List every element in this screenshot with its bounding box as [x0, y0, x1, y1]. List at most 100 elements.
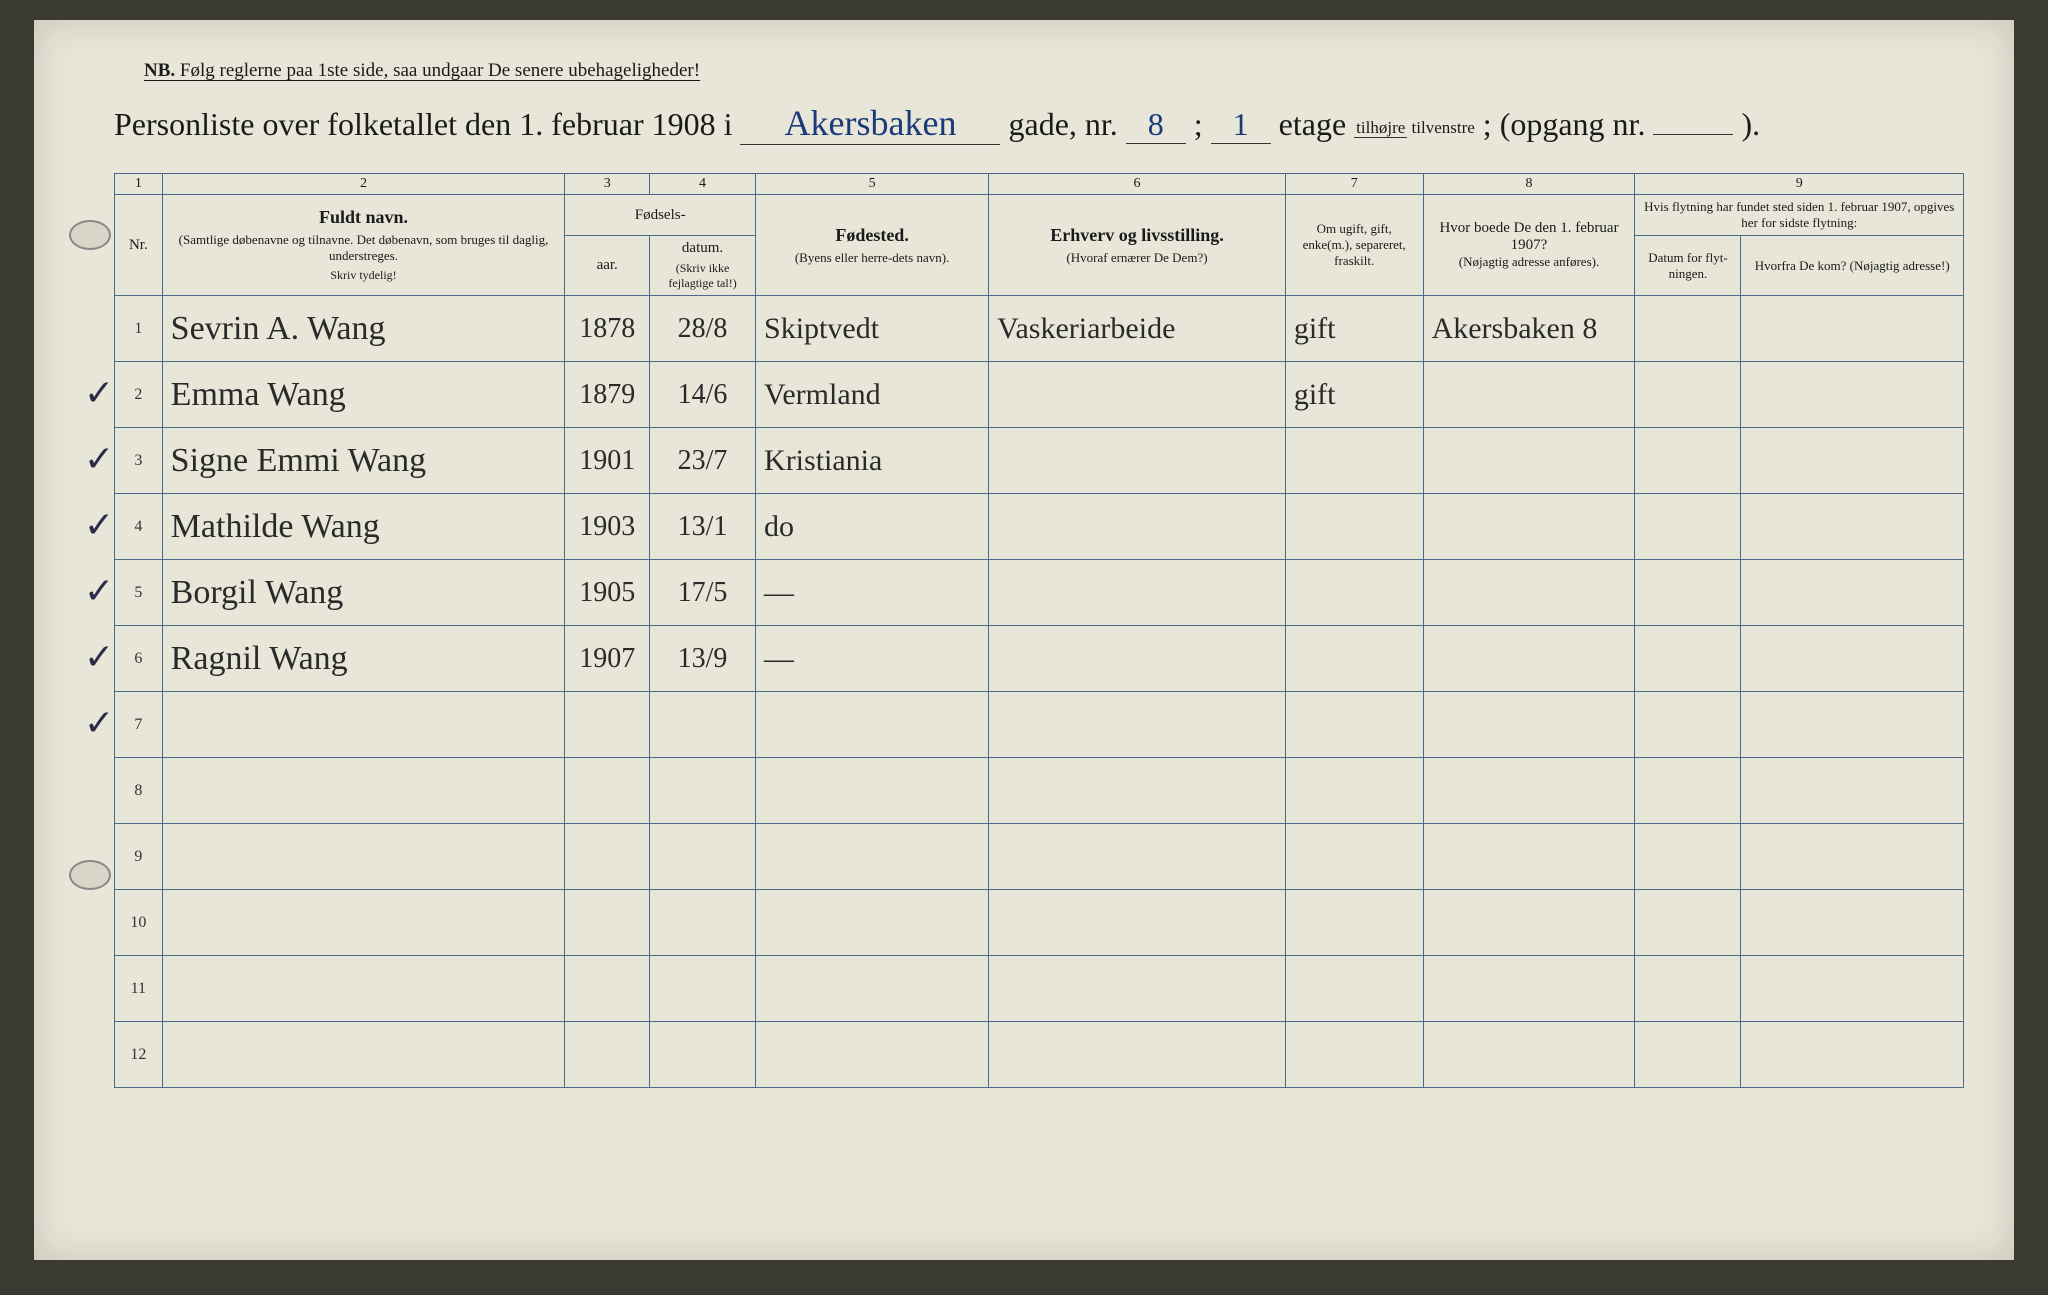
nb-prefix: NB.: [144, 60, 175, 81]
cell-occupation: [989, 560, 1286, 626]
cell-nr: 8: [115, 758, 163, 824]
cell-year: 1905: [565, 560, 650, 626]
col-boede-main: Hvor boede De den 1. februar 1907?: [1430, 220, 1629, 254]
cell-occupation: [989, 494, 1286, 560]
cell-prev-address: [1423, 560, 1635, 626]
col-erhverv-sub: (Hvoraf ernærer De Dem?): [995, 250, 1279, 266]
col-fodsels-tiny: (Skriv ikke fejlagtige tal!): [656, 261, 749, 291]
cell-flyt-date: [1635, 626, 1741, 692]
nb-instruction: NB. Følg reglerne paa 1ste side, saa und…: [144, 60, 1964, 82]
cell-year: [565, 758, 650, 824]
cell-flyt-date: [1635, 428, 1741, 494]
cell-date: [650, 758, 756, 824]
cell-flyt-date: [1635, 494, 1741, 560]
cell-date: 28/8: [650, 296, 756, 362]
col-flyt-top-text: Hvis flytning har fundet sted siden 1. f…: [1641, 199, 1957, 231]
cell-name: Signe Emmi Wang: [162, 428, 565, 494]
cell-place: Vermland: [756, 362, 989, 428]
col-flyt-datum: Datum for flyt-ningen.: [1635, 236, 1741, 296]
cell-flyt-from: [1741, 1022, 1964, 1088]
cell-nr: 11: [115, 956, 163, 1022]
cell-date: 13/1: [650, 494, 756, 560]
cell-nr: 12: [115, 1022, 163, 1088]
cell-date: 14/6: [650, 362, 756, 428]
cell-flyt-from: [1741, 362, 1964, 428]
table-row: 5Borgil Wang190517/5—: [115, 560, 1964, 626]
table-body: 1Sevrin A. Wang187828/8SkiptvedtVaskeria…: [115, 296, 1964, 1088]
cell-name: [162, 824, 565, 890]
cell-status: [1285, 758, 1423, 824]
cell-name: [162, 890, 565, 956]
table-row: 11: [115, 956, 1964, 1022]
cell-flyt-from: [1741, 692, 1964, 758]
cell-place: —: [756, 560, 989, 626]
cell-flyt-date: [1635, 758, 1741, 824]
opgang-fill: [1653, 134, 1733, 135]
cell-flyt-from: [1741, 560, 1964, 626]
cell-status: [1285, 560, 1423, 626]
binder-hole-icon: [69, 220, 111, 250]
cell-place: [756, 1022, 989, 1088]
cell-status: [1285, 428, 1423, 494]
table-row: 8: [115, 758, 1964, 824]
cell-status: [1285, 626, 1423, 692]
cell-nr: 5: [115, 560, 163, 626]
cell-occupation: [989, 692, 1286, 758]
cell-nr: 1: [115, 296, 163, 362]
cell-date: [650, 824, 756, 890]
cell-year: [565, 890, 650, 956]
check-mark-icon: ✓: [84, 438, 114, 480]
col-boede: Hvor boede De den 1. februar 1907? (Nøja…: [1423, 195, 1635, 296]
census-form-page: NB. Følg reglerne paa 1ste side, saa und…: [34, 20, 2014, 1260]
col-flyt-fra-text: Hvorfra De kom? (Nøjagtig adresse!): [1747, 258, 1957, 274]
check-mark-icon: ✓: [84, 636, 114, 678]
cell-place: [756, 890, 989, 956]
cell-place: [756, 692, 989, 758]
nr-fill: 8: [1126, 106, 1186, 144]
etage-label: etage: [1279, 106, 1347, 142]
cell-occupation: Vaskeriarbeide: [989, 296, 1286, 362]
cell-status: [1285, 890, 1423, 956]
opgang-label: ; (opgang nr.: [1483, 106, 1646, 142]
cell-nr: 7: [115, 692, 163, 758]
cell-flyt-date: [1635, 890, 1741, 956]
colnum: 6: [989, 174, 1286, 195]
binder-hole-icon: [69, 860, 111, 890]
table-row: 7: [115, 692, 1964, 758]
cell-date: [650, 1022, 756, 1088]
cell-prev-address: [1423, 824, 1635, 890]
cell-place: Skiptvedt: [756, 296, 989, 362]
check-mark-icon: ✓: [84, 570, 114, 612]
cell-place: [756, 824, 989, 890]
table-row: 3Signe Emmi Wang190123/7Kristiania: [115, 428, 1964, 494]
cell-occupation: [989, 824, 1286, 890]
table-row: 1Sevrin A. Wang187828/8SkiptvedtVaskeria…: [115, 296, 1964, 362]
table-row: 9: [115, 824, 1964, 890]
cell-name: [162, 758, 565, 824]
title-end: ).: [1741, 106, 1760, 142]
col-flyt-top: Hvis flytning har fundet sted siden 1. f…: [1635, 195, 1964, 236]
cell-name: [162, 956, 565, 1022]
check-mark-icon: ✓: [84, 372, 114, 414]
cell-status: gift: [1285, 362, 1423, 428]
cell-prev-address: [1423, 494, 1635, 560]
side-fraction: tilhøjre tilvenstre: [1354, 119, 1475, 137]
cell-year: 1901: [565, 428, 650, 494]
table-row: 12: [115, 1022, 1964, 1088]
col-fodested: Fødested. (Byens eller herre-dets navn).: [756, 195, 989, 296]
cell-place: do: [756, 494, 989, 560]
col-fodested-main: Fødested.: [762, 225, 982, 246]
cell-status: [1285, 1022, 1423, 1088]
col-datum-text: datum.: [682, 240, 723, 256]
col-name-main: Fuldt navn.: [169, 207, 559, 228]
cell-name: Emma Wang: [162, 362, 565, 428]
cell-nr: 10: [115, 890, 163, 956]
nb-text: Følg reglerne paa 1ste side, saa undgaar…: [180, 60, 700, 81]
col-flyt-datum-text: Datum for flyt-ningen.: [1641, 250, 1734, 282]
cell-year: 1907: [565, 626, 650, 692]
cell-name: [162, 1022, 565, 1088]
cell-flyt-from: [1741, 626, 1964, 692]
cell-flyt-from: [1741, 956, 1964, 1022]
cell-flyt-date: [1635, 296, 1741, 362]
cell-flyt-from: [1741, 758, 1964, 824]
